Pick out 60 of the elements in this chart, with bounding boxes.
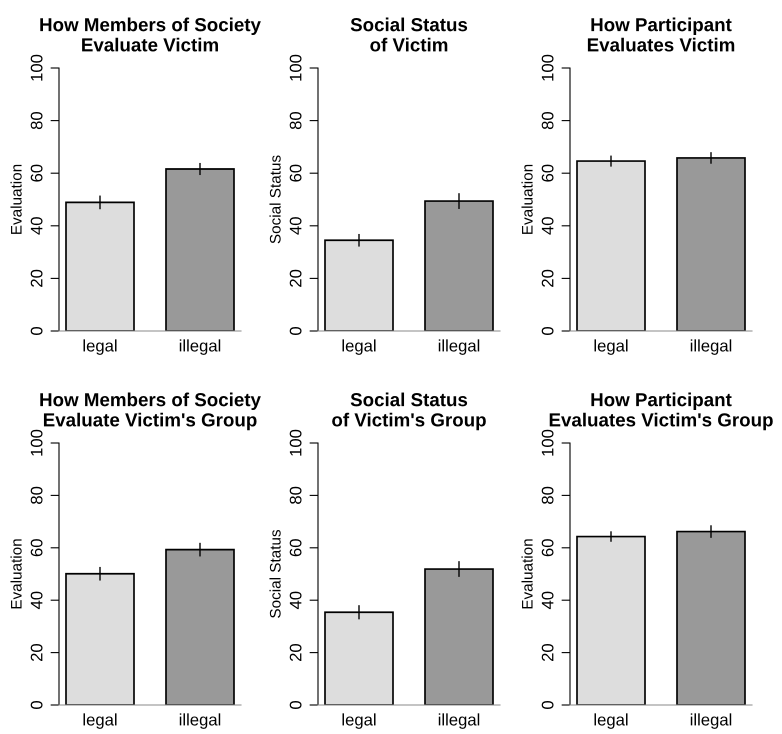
y-tick-label: 60	[30, 539, 43, 556]
y-tick-label: 20	[542, 644, 554, 662]
y-tick-label: 80	[30, 112, 43, 130]
y-tick-label: 80	[542, 112, 554, 130]
y-tick-label: 100	[290, 54, 302, 81]
x-tick-label: legal	[84, 713, 116, 729]
y-tick-label: 0	[30, 327, 43, 335]
y-axis-title: Social Status	[269, 530, 281, 618]
y-axis-title: Social Status	[269, 155, 281, 244]
y-tick-label: 40	[542, 217, 554, 235]
y-tick-label: 40	[542, 592, 554, 610]
y-tick-label: 0	[30, 701, 43, 709]
chart-title: How Participant Evaluates Victim's Group	[550, 392, 773, 430]
y-tick-label: 60	[290, 164, 302, 182]
y-tick-label: 80	[542, 486, 554, 504]
y-axis-title: Evaluation	[521, 164, 533, 234]
y-axis-title: Evaluation	[521, 539, 533, 608]
y-tick-label: 20	[30, 270, 43, 287]
chart-title: How Participant Evaluates Victim	[588, 18, 734, 52]
y-tick-label: 40	[290, 592, 302, 610]
x-tick-label: illegal	[690, 339, 732, 355]
y-tick-label: 20	[290, 644, 302, 662]
y-tick-label: 60	[542, 539, 554, 556]
x-tick-label: illegal	[180, 713, 220, 729]
y-tick-label: 20	[290, 270, 302, 287]
y-tick-label: 0	[542, 327, 554, 335]
x-tick-label: illegal	[438, 713, 480, 729]
y-tick-label: 0	[290, 327, 302, 335]
y-tick-label: 40	[290, 217, 302, 235]
chart-title: How Members of Society Evaluate Victim	[40, 18, 261, 52]
x-tick-label: legal	[594, 339, 628, 355]
y-tick-label: 60	[30, 164, 43, 182]
y-tick-label: 100	[542, 430, 554, 456]
x-tick-label: legal	[342, 713, 376, 729]
x-tick-label: legal	[594, 713, 628, 729]
y-tick-label: 20	[30, 644, 43, 662]
y-tick-label: 40	[30, 592, 43, 610]
y-tick-label: 100	[30, 54, 43, 81]
x-tick-label: illegal	[690, 713, 732, 729]
y-tick-label: 0	[542, 701, 554, 709]
chart-title: Social Status of Victim's Group	[332, 392, 486, 430]
y-tick-label: 100	[542, 54, 554, 81]
y-tick-label: 40	[30, 217, 43, 235]
y-tick-label: 80	[290, 112, 302, 130]
chart-title: Social Status of Victim	[350, 18, 468, 52]
y-tick-label: 60	[542, 164, 554, 182]
y-tick-label: 100	[290, 430, 302, 456]
y-tick-label: 100	[30, 430, 43, 456]
y-tick-label: 80	[290, 486, 302, 504]
x-tick-label: illegal	[180, 339, 220, 355]
y-tick-label: 0	[290, 701, 302, 709]
x-tick-label: legal	[84, 339, 116, 355]
y-axis-title: Evaluation	[10, 539, 22, 608]
y-tick-label: 20	[542, 270, 554, 287]
y-tick-label: 60	[290, 539, 302, 556]
x-tick-label: illegal	[438, 339, 480, 355]
y-tick-label: 80	[30, 486, 43, 504]
x-tick-label: legal	[342, 339, 376, 355]
y-axis-title: Evaluation	[10, 164, 22, 234]
chart-title: How Members of Society Evaluate Victim's Group	[40, 392, 261, 430]
